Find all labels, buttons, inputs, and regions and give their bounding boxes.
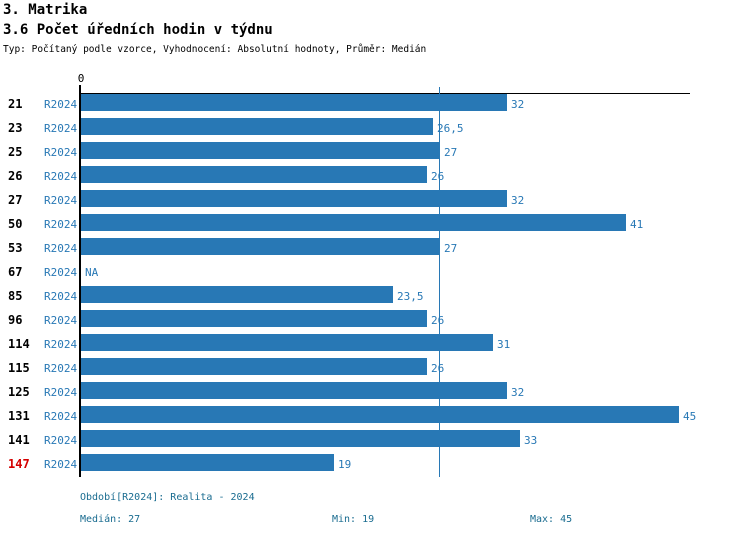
chart-row: 53 R2024 27 <box>0 237 750 261</box>
bar-value-label: 26 <box>431 362 445 375</box>
row-period-label: R2024 <box>44 146 78 159</box>
value-bar <box>81 166 427 183</box>
row-period-label: R2024 <box>44 170 78 183</box>
row-period-label: R2024 <box>44 290 78 303</box>
bar-value-label: 32 <box>511 98 525 111</box>
row-period-label: R2024 <box>44 458 78 471</box>
row-id-label: 67 <box>8 265 23 279</box>
y-axis-line <box>79 85 81 477</box>
bar-value-label: 27 <box>444 146 458 159</box>
row-id-label: 85 <box>8 289 23 303</box>
value-bar <box>81 214 626 231</box>
chart-row: 96 R2024 26 <box>0 309 750 333</box>
row-id-label: 147 <box>8 457 30 471</box>
row-period-label: R2024 <box>44 314 78 327</box>
row-id-label: 131 <box>8 409 30 423</box>
row-period-label: R2024 <box>44 194 78 207</box>
row-period-label: R2024 <box>44 266 78 279</box>
chart-row: 125 R2024 32 <box>0 381 750 405</box>
row-id-label: 50 <box>8 217 23 231</box>
value-bar <box>81 238 440 255</box>
row-period-label: R2024 <box>44 386 78 399</box>
row-id-label: 25 <box>8 145 23 159</box>
chart-title: 3.6 Počet úředních hodin v týdnu <box>3 22 273 38</box>
bar-value-label: 26,5 <box>437 122 464 135</box>
report-section-title: 3. Matrika <box>3 2 88 18</box>
chart-row: 50 R2024 41 <box>0 213 750 237</box>
value-bar <box>81 310 427 327</box>
bar-value-label: 19 <box>338 458 352 471</box>
legend-min: Min: 19 <box>332 514 375 525</box>
chart-row: 141 R2024 33 <box>0 429 750 453</box>
value-bar <box>81 382 507 399</box>
row-period-label: R2024 <box>44 362 78 375</box>
chart-row: 85 R2024 23,5 <box>0 285 750 309</box>
value-bar <box>81 454 334 471</box>
bar-value-label: 23,5 <box>397 290 424 303</box>
bar-value-label: 31 <box>497 338 511 351</box>
value-bar <box>81 190 507 207</box>
chart-row: 26 R2024 26 <box>0 165 750 189</box>
row-period-label: R2024 <box>44 410 78 423</box>
row-id-label: 26 <box>8 169 23 183</box>
legend-period: Období[R2024]: Realita - 2024 <box>80 492 255 503</box>
bar-value-label: 27 <box>444 242 458 255</box>
bar-value-label: 26 <box>431 170 445 183</box>
chart-row: 25 R2024 27 <box>0 141 750 165</box>
value-bar <box>81 430 520 447</box>
row-period-label: R2024 <box>44 218 78 231</box>
row-id-label: 115 <box>8 361 30 375</box>
x-axis-zero-tick-label: 0 <box>77 72 85 85</box>
row-period-label: R2024 <box>44 242 78 255</box>
row-id-label: 27 <box>8 193 23 207</box>
legend-max: Max: 45 <box>530 514 573 525</box>
x-axis-line <box>80 93 690 94</box>
row-id-label: 53 <box>8 241 23 255</box>
median-reference-line <box>439 87 440 477</box>
bar-value-label: 45 <box>683 410 697 423</box>
row-period-label: R2024 <box>44 98 78 111</box>
value-bar <box>81 118 433 135</box>
chart-row: 115 R2024 26 <box>0 357 750 381</box>
bar-value-label: 26 <box>431 314 445 327</box>
chart-row: 23 R2024 26,5 <box>0 117 750 141</box>
value-bar <box>81 406 679 423</box>
value-bar <box>81 334 493 351</box>
row-id-label: 21 <box>8 97 23 111</box>
chart-row: 21 R2024 32 <box>0 93 750 117</box>
na-label: NA <box>85 266 99 279</box>
chart-meta-line: Typ: Počítaný podle vzorce, Vyhodnocení:… <box>3 44 427 55</box>
chart-row: 131 R2024 45 <box>0 405 750 429</box>
value-bar <box>81 286 393 303</box>
bar-value-label: 32 <box>511 194 525 207</box>
bar-value-label: 33 <box>524 434 538 447</box>
row-id-label: 125 <box>8 385 30 399</box>
bar-value-label: 32 <box>511 386 525 399</box>
value-bar <box>81 142 440 159</box>
row-period-label: R2024 <box>44 122 78 135</box>
chart-row: 147 R2024 19 <box>0 453 750 477</box>
row-id-label: 96 <box>8 313 23 327</box>
value-bar <box>81 358 427 375</box>
row-period-label: R2024 <box>44 338 78 351</box>
row-period-label: R2024 <box>44 434 78 447</box>
chart-row: 27 R2024 32 <box>0 189 750 213</box>
row-id-label: 141 <box>8 433 30 447</box>
row-id-label: 114 <box>8 337 30 351</box>
bar-value-label: 41 <box>630 218 644 231</box>
chart-row: 114 R2024 31 <box>0 333 750 357</box>
value-bar <box>81 94 507 111</box>
chart-row: 67 R2024 NA <box>0 261 750 285</box>
row-id-label: 23 <box>8 121 23 135</box>
legend-median: Medián: 27 <box>80 514 141 525</box>
